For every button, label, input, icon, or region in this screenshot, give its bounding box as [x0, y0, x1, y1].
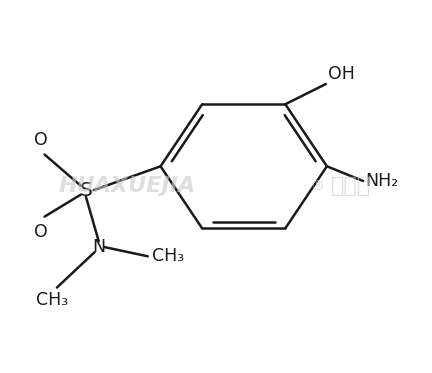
- Text: OH: OH: [328, 65, 355, 82]
- Text: HUAXUEJIA: HUAXUEJIA: [58, 176, 195, 197]
- Text: O: O: [34, 223, 48, 241]
- Text: O: O: [34, 131, 48, 149]
- Text: N: N: [92, 238, 105, 256]
- Text: ®: ®: [310, 179, 324, 194]
- Text: CH₃: CH₃: [152, 247, 184, 265]
- Text: NH₂: NH₂: [365, 172, 398, 190]
- Text: CH₃: CH₃: [36, 291, 68, 309]
- Text: S: S: [79, 181, 92, 200]
- Text: 化学加: 化学加: [331, 176, 371, 197]
